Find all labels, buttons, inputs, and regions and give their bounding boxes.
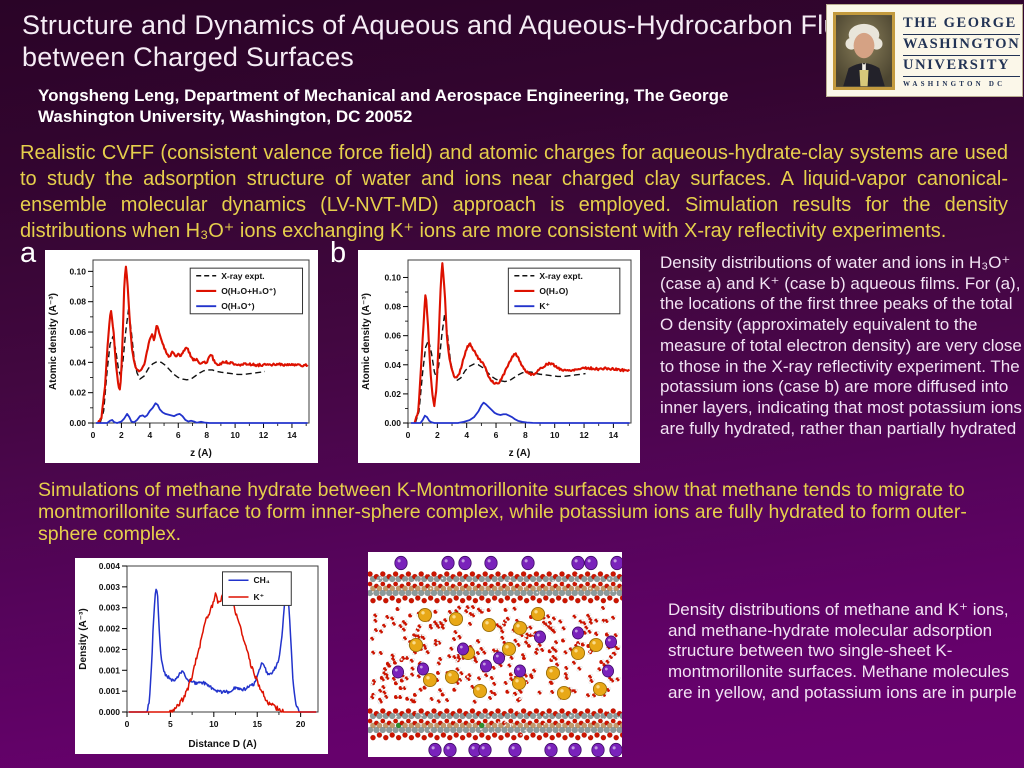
- svg-text:O(H₂O): O(H₂O): [539, 286, 568, 296]
- methane-density-chart-figure: 0 5 10 15 20 0.000 0.001 0.001 0.002 0.002 0.003 0.…: [75, 558, 328, 754]
- gwu-portrait: [833, 11, 895, 90]
- author-line2: Washington University, Washington, DC 20…: [38, 107, 413, 127]
- author-affiliation: Yongsheng Leng, Department of Mechanical…: [38, 85, 729, 128]
- page-title: Structure and Dynamics of Aqueous and Aq…: [22, 10, 874, 74]
- svg-text:z (A): z (A): [190, 448, 212, 459]
- svg-text:12: 12: [579, 430, 589, 440]
- svg-text:0: 0: [406, 430, 411, 440]
- bottom-caption: Density distributions of methane and K⁺ …: [668, 600, 1017, 702]
- svg-text:0.002: 0.002: [99, 644, 121, 654]
- svg-text:0.04: 0.04: [384, 360, 401, 370]
- svg-text:15: 15: [252, 719, 262, 729]
- svg-text:K⁺: K⁺: [539, 301, 550, 311]
- abstract-paragraph: Realistic CVFF (consistent valence force…: [20, 142, 1008, 242]
- svg-text:2: 2: [435, 430, 440, 440]
- svg-text:0.00: 0.00: [69, 418, 86, 428]
- svg-text:6: 6: [494, 430, 499, 440]
- svg-text:0.003: 0.003: [99, 603, 121, 613]
- svg-text:10: 10: [550, 430, 560, 440]
- chart-b-panel: 0 2 4 6 8 10 12 14 0.00 0.02 0.04 0.06 0.08 0.10 z (A)…: [358, 250, 640, 463]
- chart-a-panel: 0 2 4 6 8 10 12 14 0.00 0.02 0.04 0.06 0.08 0.10 z (A)…: [45, 250, 318, 463]
- svg-text:14: 14: [609, 430, 619, 440]
- svg-text:4: 4: [147, 430, 152, 440]
- svg-text:2: 2: [119, 430, 124, 440]
- svg-text:O(H₂O+H₃O⁺): O(H₂O+H₃O⁺): [221, 286, 276, 296]
- svg-text:0.06: 0.06: [69, 327, 86, 337]
- gwu-logo-line3: UNIVERSITY: [903, 56, 1021, 77]
- chart-b-figure: 0 2 4 6 8 10 12 14 0.00 0.02 0.04 0.06 0.08 0.10 z (A)…: [358, 250, 640, 463]
- svg-text:0.08: 0.08: [69, 297, 86, 307]
- molecular-structure-panel: [368, 552, 622, 757]
- svg-text:8: 8: [523, 430, 528, 440]
- svg-text:8: 8: [204, 430, 209, 440]
- svg-text:0.04: 0.04: [69, 357, 86, 367]
- svg-text:0.06: 0.06: [384, 331, 401, 341]
- svg-text:0: 0: [125, 719, 130, 729]
- svg-text:Atomic density (A⁻³): Atomic density (A⁻³): [361, 293, 372, 390]
- gwu-logo-line2: WASHINGTON: [903, 35, 1021, 56]
- chart-a-figure: 0 2 4 6 8 10 12 14 0.00 0.02 0.04 0.06 0.08 0.10 z (A)…: [45, 250, 318, 463]
- author-line1: Yongsheng Leng, Department of Mechanical…: [38, 86, 729, 105]
- svg-text:0.02: 0.02: [69, 388, 86, 398]
- svg-text:12: 12: [259, 430, 269, 440]
- svg-text:14: 14: [287, 430, 297, 440]
- svg-text:5: 5: [168, 719, 173, 729]
- gwu-logo: THE GEORGE WASHINGTON UNIVERSITY WASHING…: [826, 4, 1023, 97]
- gwu-logo-text: THE GEORGE WASHINGTON UNIVERSITY WASHING…: [903, 14, 1021, 88]
- svg-text:0: 0: [91, 430, 96, 440]
- charts-caption: Density distributions of water and ions …: [660, 253, 1022, 438]
- svg-text:20: 20: [296, 719, 306, 729]
- svg-text:0.000: 0.000: [99, 707, 121, 717]
- svg-text:0.002: 0.002: [99, 624, 121, 634]
- title-line2: between Charged Surfaces: [22, 41, 355, 72]
- methane-paragraph: Simulations of methane hydrate between K…: [38, 479, 967, 546]
- svg-text:0.001: 0.001: [99, 686, 121, 696]
- svg-text:CH₄: CH₄: [254, 575, 270, 585]
- svg-text:X-ray expt.: X-ray expt.: [221, 271, 264, 281]
- george-washington-portrait-icon: [836, 15, 892, 86]
- molecular-structure-figure: [368, 552, 622, 757]
- svg-text:10: 10: [209, 719, 219, 729]
- panel-label-b: b: [330, 237, 347, 269]
- chart-c-panel: 0 5 10 15 20 0.000 0.001 0.001 0.002 0.002 0.003 0.…: [75, 558, 328, 754]
- svg-text:0.001: 0.001: [99, 665, 121, 675]
- svg-text:Distance D (A): Distance D (A): [188, 739, 256, 750]
- svg-text:O(H₃O⁺): O(H₃O⁺): [221, 301, 255, 311]
- gwu-logo-line1: THE GEORGE: [903, 14, 1021, 35]
- svg-text:0.004: 0.004: [99, 561, 121, 571]
- svg-text:K⁺: K⁺: [254, 592, 265, 602]
- svg-text:6: 6: [176, 430, 181, 440]
- svg-text:z (A): z (A): [509, 448, 531, 459]
- svg-text:Atomic density (A⁻³): Atomic density (A⁻³): [48, 293, 59, 390]
- svg-text:Density (A⁻³): Density (A⁻³): [78, 608, 89, 669]
- svg-text:0.02: 0.02: [384, 389, 401, 399]
- svg-text:0.00: 0.00: [384, 418, 401, 428]
- gwu-logo-line4: WASHINGTON DC: [903, 79, 1006, 88]
- title-line1: Structure and Dynamics of Aqueous and Aq…: [22, 10, 874, 40]
- svg-text:0.08: 0.08: [384, 302, 401, 312]
- svg-text:X-ray expt.: X-ray expt.: [539, 271, 582, 281]
- svg-text:0.003: 0.003: [99, 582, 121, 592]
- svg-text:0.10: 0.10: [384, 272, 401, 282]
- svg-text:10: 10: [230, 430, 240, 440]
- panel-label-a: a: [20, 237, 37, 269]
- svg-text:0.10: 0.10: [69, 266, 86, 276]
- svg-text:4: 4: [464, 430, 469, 440]
